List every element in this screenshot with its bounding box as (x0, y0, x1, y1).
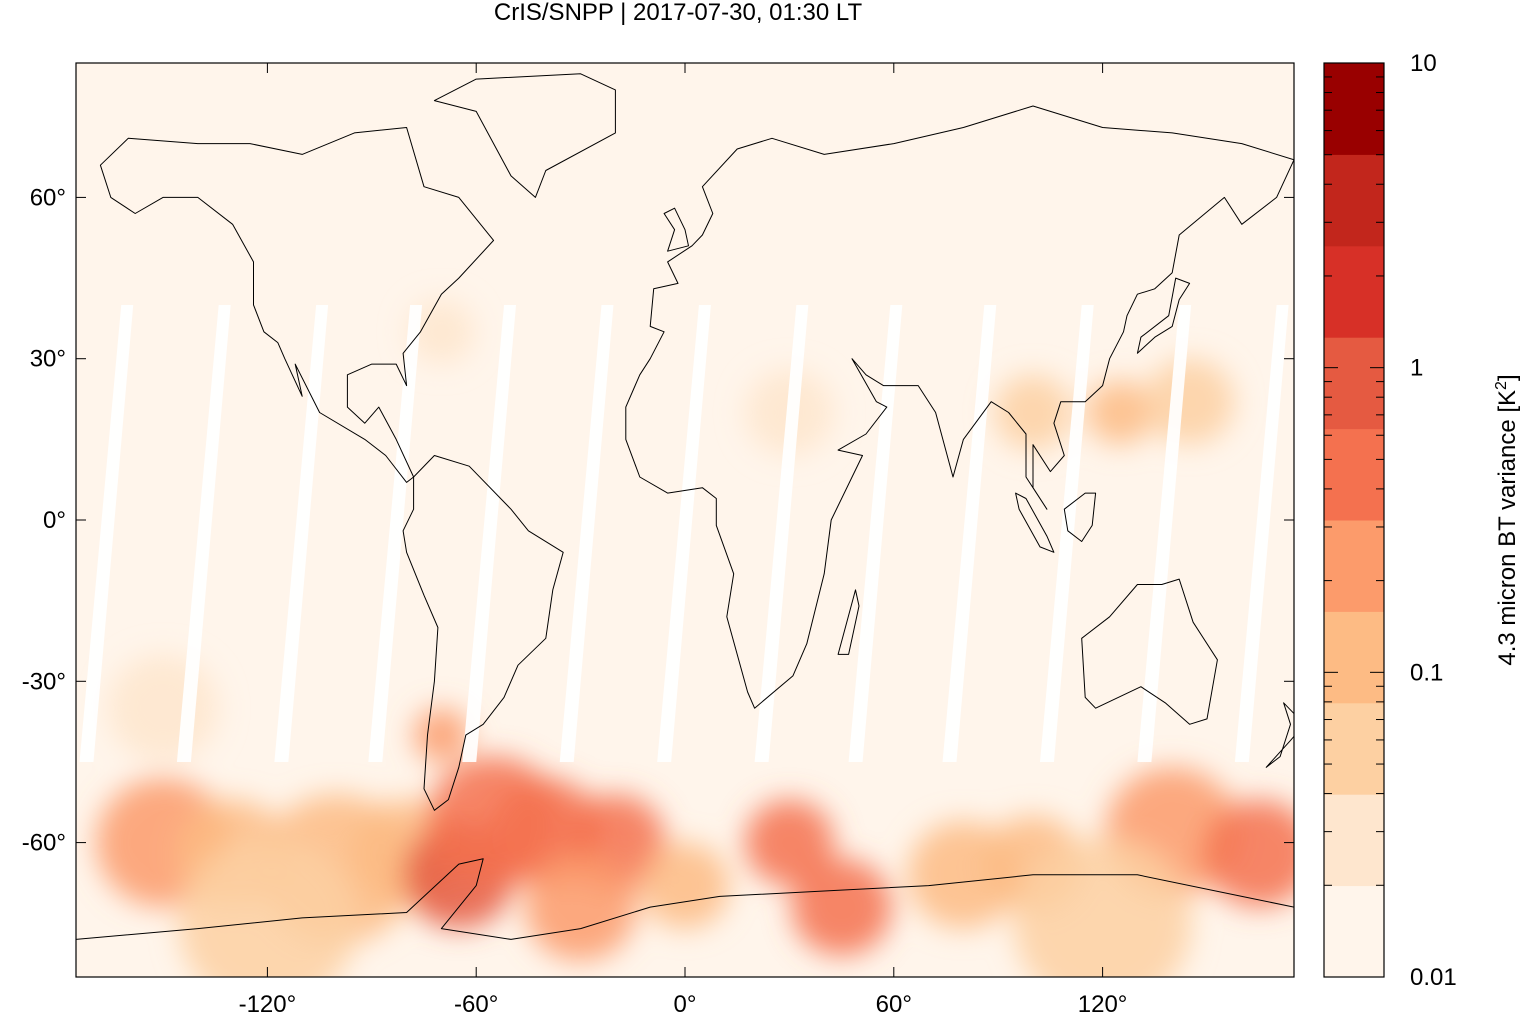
orbit-gap (1137, 304, 1192, 762)
orbit-gap (368, 304, 423, 762)
colorbar-tick-label: 0.01 (1410, 964, 1457, 991)
orbit-gaps (79, 304, 1289, 762)
coastline-south-america (402, 455, 564, 811)
colorbar-label: 4.3 micron BT variance [K2] (1493, 374, 1521, 665)
variance-blob (107, 654, 219, 762)
orbit-gap (942, 304, 997, 762)
variance-blob (994, 374, 1072, 451)
colorbar-band (1324, 337, 1384, 430)
variance-blob (1013, 837, 1192, 977)
orbit-gap (559, 304, 614, 762)
coastline-new-zealand (1265, 702, 1294, 768)
variance-blob (1145, 358, 1235, 445)
colorbar-tick-label: 0.1 (1410, 659, 1443, 686)
coastline-madagascar (837, 589, 860, 655)
coastline-britain (663, 207, 689, 252)
coastline-antarctica (76, 858, 1294, 977)
map-title: CrIS/SNPP | 2017-07-30, 01:30 LT (494, 0, 863, 26)
colorbar-band (1324, 611, 1384, 704)
x-tick-label: -120° (239, 991, 297, 1018)
colorbar-band (1324, 702, 1384, 795)
colorbar-frame (1323, 62, 1385, 978)
variance-blob (1203, 799, 1294, 908)
coastline-japan (1136, 277, 1191, 354)
x-tick-label: -60° (454, 991, 498, 1018)
y-tick-label: -30° (22, 668, 66, 695)
x-tick-label: 60° (876, 991, 912, 1018)
y-tick-label: -60° (22, 830, 66, 857)
coastline-borneo (1063, 492, 1097, 542)
x-axis: -120° -60° 0° 60° 120° (239, 63, 1128, 1018)
variance-field (96, 299, 1294, 977)
orbit-gap (274, 304, 329, 762)
coastline-north-america (99, 127, 495, 483)
orbit-gap (754, 304, 809, 762)
variance-blob (524, 853, 637, 961)
map-plot-area: -120° -60° 0° 60° 120° 60° 30° 0° -30° -60° (22, 62, 1295, 1018)
variance-blob (407, 299, 475, 365)
y-tick-label: 60° (30, 184, 66, 211)
colorbar-band (1324, 520, 1384, 612)
orbit-gap (657, 304, 711, 762)
colorbar-tick-label: 1 (1410, 355, 1423, 382)
orbit-gap (848, 304, 903, 762)
coastline-greenland (433, 73, 616, 198)
orbit-gap (1039, 304, 1094, 762)
variance-blob (744, 799, 834, 886)
colorbar-band (1324, 794, 1384, 887)
colorbar-bands (1324, 63, 1384, 978)
y-tick-label: 0° (43, 507, 66, 534)
colorbar-tick-label: 10 (1410, 50, 1437, 77)
variance-blob (178, 837, 357, 977)
variance-blob (791, 858, 892, 956)
colorbar-ticks: 10 1 0.1 0.01 (1324, 50, 1457, 991)
colorbar-band (1324, 245, 1384, 338)
coastline-australia (1081, 578, 1218, 725)
orbit-gap (1234, 304, 1289, 762)
x-tick-label: 120° (1078, 991, 1128, 1018)
colorbar: 10 1 0.1 0.01 4.3 micron BT variance [K2] (1323, 50, 1521, 991)
variance-blob (640, 842, 730, 929)
coastline-eurasia-africa (625, 105, 1294, 709)
orbit-gap (176, 304, 231, 762)
orbit-gap (79, 304, 134, 762)
coastlines (76, 73, 1294, 977)
colorbar-band (1324, 154, 1384, 247)
coastline-sumatra (1015, 492, 1055, 553)
colorbar-band (1324, 428, 1384, 521)
colorbar-band (1324, 63, 1384, 155)
orbit-gap (462, 304, 517, 762)
variance-blob (1086, 380, 1154, 445)
x-tick-label: 0° (674, 991, 697, 1018)
colorbar-band (1324, 885, 1384, 978)
variance-blob (413, 708, 470, 762)
y-tick-label: 30° (30, 346, 66, 373)
y-axis: 60° 30° 0° -30° -60° (22, 184, 1294, 857)
